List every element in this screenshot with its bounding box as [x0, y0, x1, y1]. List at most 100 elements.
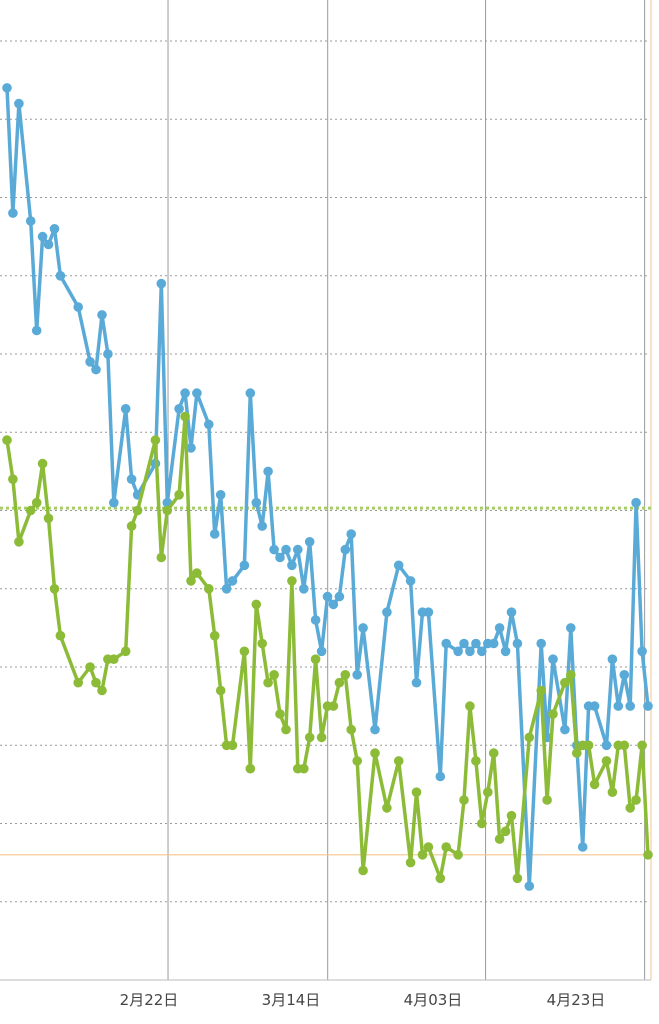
- data-point: [263, 677, 273, 688]
- data-point: [227, 740, 238, 751]
- data-point: [625, 803, 635, 813]
- data-point: [180, 388, 190, 398]
- x-tick-label: 4月03日: [404, 991, 463, 1009]
- data-point: [156, 278, 167, 289]
- data-point: [275, 709, 285, 719]
- data-point: [91, 364, 101, 375]
- data-point: [500, 646, 511, 657]
- data-point: [299, 584, 309, 594]
- data-point: [411, 787, 422, 797]
- data-point: [14, 98, 24, 109]
- data-point: [494, 623, 505, 633]
- data-point: [560, 677, 570, 688]
- data-point: [120, 404, 131, 414]
- data-point: [215, 685, 226, 696]
- data-point: [459, 795, 469, 805]
- data-point: [346, 724, 357, 735]
- data-point: [91, 677, 101, 688]
- data-point: [97, 685, 107, 696]
- data-point: [245, 763, 256, 774]
- data-point: [417, 850, 428, 860]
- data-point: [8, 208, 18, 218]
- data-point: [49, 224, 60, 234]
- data-point: [423, 842, 434, 852]
- data-point: [352, 670, 363, 680]
- data-point: [548, 654, 558, 664]
- data-point: [2, 435, 12, 445]
- data-point: [411, 677, 422, 688]
- data-point: [589, 701, 600, 711]
- data-point: [453, 646, 463, 657]
- data-point: [405, 576, 416, 586]
- data-point: [524, 881, 535, 891]
- data-point: [334, 677, 345, 688]
- data-point: [607, 654, 618, 664]
- data-point: [572, 748, 582, 758]
- data-point: [601, 740, 612, 751]
- data-point: [299, 763, 309, 774]
- data-point: [589, 779, 600, 790]
- data-point: [162, 505, 173, 516]
- data-point: [465, 646, 475, 657]
- data-point: [441, 638, 452, 649]
- data-point: [577, 842, 588, 852]
- data-point: [204, 419, 214, 430]
- data-point: [192, 568, 202, 578]
- data-point: [209, 529, 220, 539]
- data-point: [55, 271, 66, 281]
- data-point: [25, 216, 36, 226]
- data-point: [340, 670, 351, 680]
- data-point: [358, 623, 368, 633]
- data-point: [471, 756, 481, 766]
- data-point: [370, 724, 380, 735]
- data-point: [245, 388, 256, 398]
- data-point: [204, 584, 214, 594]
- data-point: [382, 803, 392, 813]
- data-point: [631, 795, 641, 805]
- data-point: [631, 497, 641, 508]
- data-point: [488, 638, 499, 649]
- data-point: [43, 513, 54, 524]
- data-point: [405, 857, 416, 868]
- data-point: [601, 756, 612, 766]
- data-point: [471, 638, 481, 649]
- data-point: [310, 615, 321, 625]
- data-point: [97, 310, 107, 320]
- series-2: [2, 411, 653, 884]
- data-point: [269, 670, 279, 680]
- data-point: [192, 388, 202, 398]
- data-point: [251, 497, 262, 508]
- data-point: [180, 411, 190, 422]
- data-point: [132, 505, 143, 516]
- data-point: [85, 662, 95, 672]
- data-point: [583, 740, 594, 751]
- data-point: [340, 544, 351, 555]
- data-point: [370, 748, 380, 758]
- data-point: [174, 490, 184, 500]
- data-point: [506, 810, 517, 821]
- data-point: [423, 607, 434, 617]
- data-point: [287, 560, 297, 571]
- data-point: [352, 756, 363, 766]
- data-point: [435, 873, 446, 884]
- data-point: [453, 850, 463, 860]
- data-point: [221, 584, 232, 594]
- data-point: [49, 584, 60, 594]
- data-point: [251, 599, 262, 610]
- data-point: [637, 740, 647, 751]
- data-point: [304, 732, 315, 743]
- data-point: [643, 701, 653, 711]
- data-point: [393, 756, 404, 766]
- data-point: [126, 521, 137, 531]
- data-point: [613, 701, 624, 711]
- data-point: [186, 443, 196, 453]
- data-point: [512, 638, 523, 649]
- data-point: [257, 638, 268, 649]
- data-point: [304, 537, 315, 547]
- gridlines: [0, 40, 648, 903]
- data-point: [488, 748, 499, 758]
- data-point: [281, 724, 291, 735]
- data-point: [269, 544, 279, 555]
